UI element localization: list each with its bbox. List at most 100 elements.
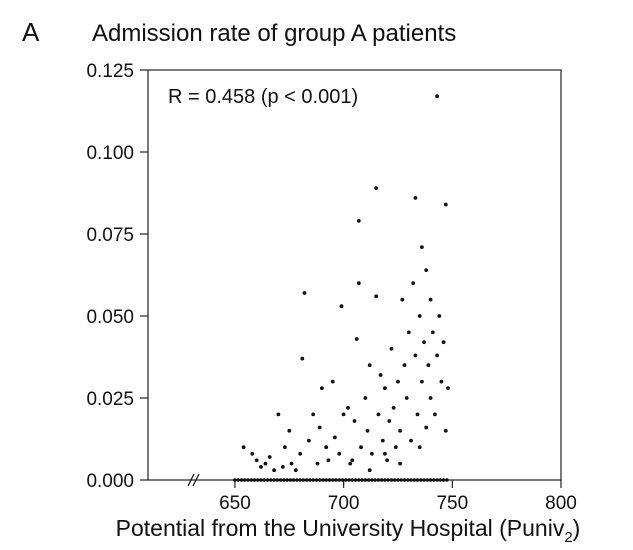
data-point xyxy=(380,438,385,443)
zero-point xyxy=(357,478,361,482)
zero-point xyxy=(265,478,270,482)
data-point xyxy=(443,428,448,433)
data-point xyxy=(259,465,263,469)
zero-point xyxy=(295,478,299,482)
data-point xyxy=(289,461,294,466)
zero-point xyxy=(334,478,338,482)
zero-point xyxy=(233,478,237,482)
data-point xyxy=(241,445,246,450)
data-point xyxy=(354,337,359,341)
data-point xyxy=(411,281,416,286)
data-point xyxy=(406,330,411,335)
zero-point xyxy=(412,478,417,482)
data-point xyxy=(435,94,439,99)
x-tick-label: 800 xyxy=(545,493,577,514)
data-point xyxy=(352,419,357,423)
zero-point xyxy=(255,478,260,482)
data-point xyxy=(398,428,402,433)
zero-point xyxy=(236,478,240,482)
data-point xyxy=(433,412,437,417)
zero-point xyxy=(301,478,306,482)
zero-point xyxy=(272,478,276,482)
zero-point xyxy=(291,478,296,482)
data-point xyxy=(348,461,353,466)
data-point xyxy=(391,405,396,410)
zero-point xyxy=(363,478,368,482)
zero-point xyxy=(360,478,364,482)
zero-point xyxy=(438,478,443,482)
data-point xyxy=(426,363,431,368)
data-point xyxy=(300,356,305,361)
zero-point xyxy=(409,478,413,482)
data-point xyxy=(378,373,383,377)
zero-point xyxy=(249,478,254,482)
data-point xyxy=(446,386,450,391)
zero-point xyxy=(373,478,377,482)
data-point xyxy=(439,379,444,384)
zero-point xyxy=(239,478,244,482)
zero-point xyxy=(298,478,303,482)
zero-point xyxy=(432,478,436,482)
data-point xyxy=(320,386,324,391)
y-axis-ticks: 0.000 0.025 0.050 0.075 0.100 0.125 xyxy=(86,61,148,492)
data-point xyxy=(385,458,389,463)
zero-point xyxy=(344,478,348,482)
zero-point xyxy=(386,478,391,482)
zero-point xyxy=(445,478,449,482)
data-point xyxy=(363,396,368,400)
axis-break-mark xyxy=(187,473,200,487)
data-point xyxy=(430,330,435,335)
zero-point xyxy=(402,478,407,482)
zero-point xyxy=(288,478,293,482)
zero-point xyxy=(285,478,289,482)
zero-point xyxy=(406,478,410,482)
zero-point xyxy=(324,478,329,482)
data-point xyxy=(376,412,381,417)
y-tick-label: 0.025 xyxy=(86,389,134,410)
zero-point xyxy=(311,478,316,482)
zero-point xyxy=(383,478,387,482)
zero-point xyxy=(376,478,381,482)
data-point xyxy=(441,340,446,345)
x-axis-label-main: Potential from the University Hospital (… xyxy=(116,515,565,541)
data-point xyxy=(422,340,426,345)
correlation-annotation: R = 0.458 (p < 0.001) xyxy=(168,86,358,108)
y-tick-label: 0.000 xyxy=(86,471,134,492)
zero-point xyxy=(392,478,397,482)
data-point xyxy=(420,245,424,250)
zero-point xyxy=(252,478,257,482)
zero-point xyxy=(396,478,400,482)
zero-point xyxy=(347,478,351,482)
x-tick-label: 700 xyxy=(328,493,360,514)
x-tick-label: 750 xyxy=(436,493,468,514)
plot-frame xyxy=(147,69,562,481)
data-point xyxy=(356,219,361,223)
zero-point xyxy=(246,478,250,482)
zero-point xyxy=(331,478,335,482)
data-point xyxy=(415,412,420,417)
data-point xyxy=(333,435,337,440)
zero-point xyxy=(304,478,309,482)
y-tick-label: 0.050 xyxy=(86,307,134,328)
x-axis-label: Potential from the University Hospital (… xyxy=(116,515,581,546)
zero-point xyxy=(262,478,267,482)
data-point xyxy=(409,438,413,443)
data-point xyxy=(387,419,392,423)
zero-point xyxy=(366,478,371,482)
zero-point xyxy=(275,478,280,482)
data-point xyxy=(420,379,424,384)
zero-point xyxy=(242,478,247,482)
data-point xyxy=(417,445,422,450)
data-point xyxy=(276,412,281,417)
data-point xyxy=(413,353,418,358)
zero-point xyxy=(419,478,423,482)
zero-point xyxy=(428,478,433,482)
y-tick-label: 0.125 xyxy=(86,61,134,82)
data-point xyxy=(315,461,320,466)
zero-point xyxy=(435,478,439,482)
data-point xyxy=(307,438,311,443)
data-point xyxy=(293,468,298,473)
data-point xyxy=(396,379,400,384)
data-point xyxy=(398,461,402,466)
